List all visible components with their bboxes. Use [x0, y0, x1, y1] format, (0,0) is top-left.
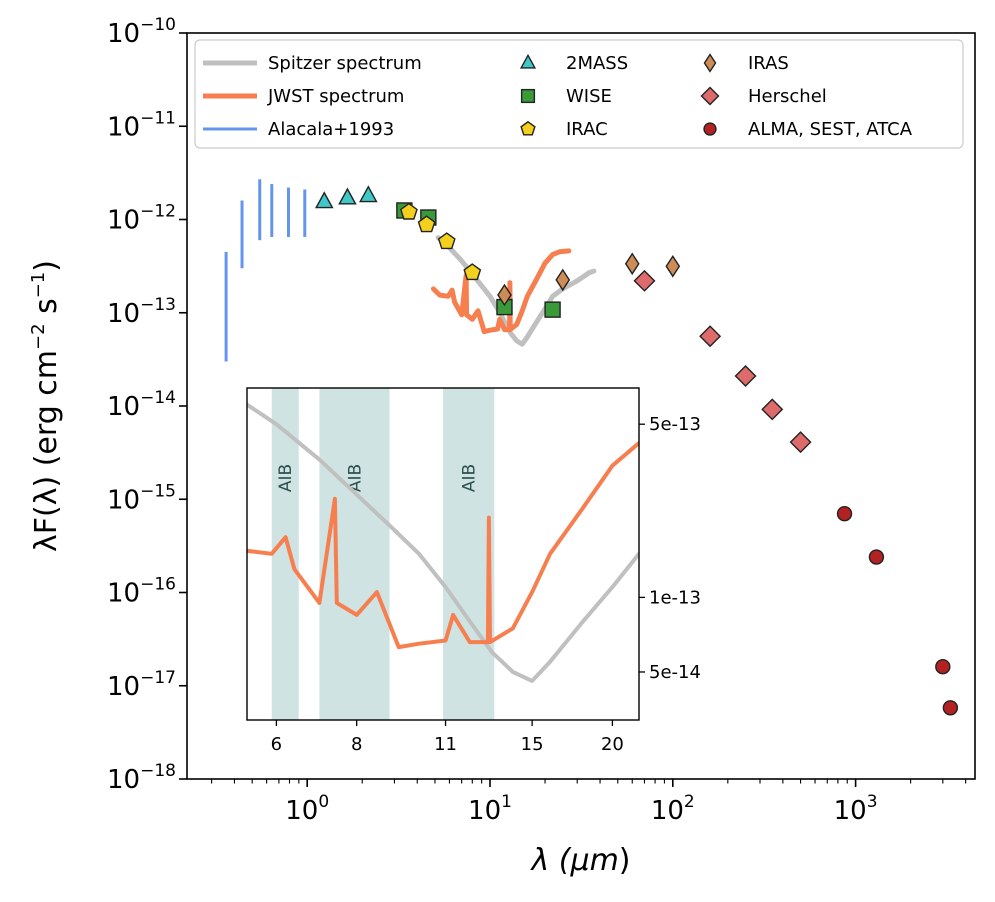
herschel-point — [761, 398, 784, 421]
y-tick-label: 10−11 — [107, 108, 176, 142]
alma-sest-atca-point — [942, 700, 959, 716]
x-tick-label: 103 — [834, 792, 878, 826]
y-tick-label: 10−17 — [107, 668, 176, 702]
inset-y-tick-label: 1e-13 — [649, 587, 701, 608]
y-tick-label: 10−18 — [107, 761, 176, 795]
2mass-point — [359, 185, 378, 203]
alma-sest-atca-point — [836, 505, 853, 522]
x-axis-label: λ (μm) — [529, 843, 630, 878]
inset-x-tick-label: 6 — [271, 734, 282, 755]
herschel-point — [789, 431, 812, 454]
main-series-layer — [224, 179, 959, 716]
2mass-point — [315, 191, 334, 209]
inset-tick-marks — [275, 423, 645, 726]
y-tick-label: 10−13 — [107, 295, 176, 329]
legend-label-2mass: 2MASS — [566, 53, 628, 74]
y-axis-label-suffix: ) — [29, 260, 64, 272]
wise-point — [544, 301, 561, 318]
x-axis-label-unit: μm — [569, 843, 618, 878]
y-tick-label: 10−16 — [107, 575, 176, 609]
x-tick-label: 100 — [285, 792, 329, 826]
legend-handle-irac — [520, 120, 536, 136]
herschel-point — [699, 325, 722, 348]
y-axis-label: λF(λ) (erg cm−2 s−1) — [28, 260, 64, 552]
legend-label-alma-sest-atca: ALMA, SEST, ATCA — [748, 119, 913, 140]
legend-entries: Spitzer spectrum JWST spectrum Alacala+199… — [203, 53, 913, 140]
legend-handle-herschel — [700, 86, 720, 106]
alma-sest-atca-point — [935, 659, 951, 675]
inset-background — [247, 388, 639, 720]
herschel-point — [734, 364, 757, 387]
legend-handle-wise — [520, 88, 536, 104]
main-plot-area: 100 101 102 103 10−10 10−11 10−12 10−13 10−14 10−… — [107, 15, 976, 826]
x-axis-label-prefix: λ ( — [529, 843, 571, 878]
irac-point — [437, 232, 456, 250]
inset-y-tick-label: 5e-14 — [649, 662, 701, 683]
irac-point — [399, 202, 418, 220]
inset-x-tick-label: 15 — [521, 734, 544, 755]
iras-point — [555, 268, 571, 292]
y-axis-label-exp1: −2 — [28, 323, 49, 350]
legend-label-wise: WISE — [566, 86, 612, 107]
iras-point — [624, 252, 640, 276]
inset-axes-frame — [246, 387, 640, 721]
inset-jwst-spectrum-line — [247, 440, 639, 650]
x-tick-label: 102 — [651, 792, 695, 826]
iras-point — [665, 254, 681, 278]
inset-x-tick-label: 20 — [601, 734, 624, 755]
legend-handle-iras — [703, 53, 717, 73]
jwst-spectrum-line — [430, 248, 572, 334]
aib-band-label: AIB — [345, 464, 365, 492]
inset-aib-bands: AIB AIB AIB — [271, 388, 495, 720]
y-axis-label-prefix: λF(λ) (erg cm — [29, 350, 64, 552]
inset-tick-labels: 6 8 11 15 20 5e-13 1e-13 5e-14 — [271, 414, 701, 755]
y-tick-label: 10−12 — [107, 202, 176, 236]
legend-label-alacala-1993: Alacala+1993 — [268, 119, 394, 140]
y-tick-label: 10−10 — [107, 15, 176, 49]
x-axis-label-suffix: ) — [619, 843, 631, 878]
y-tick-label: 10−14 — [107, 388, 176, 422]
legend: Spitzer spectrum JWST spectrum Alacala+199… — [194, 39, 964, 149]
aib-band-label: AIB — [276, 464, 296, 492]
main-tick-labels: 100 101 102 103 10−10 10−11 10−12 10−13 10−14 10−… — [107, 15, 878, 826]
legend-label-jwst-spectrum: JWST spectrum — [267, 86, 404, 107]
inset-x-tick-label: 11 — [434, 734, 457, 755]
legend-label-irac: IRAC — [566, 119, 608, 140]
legend-label-iras: IRAS — [748, 53, 789, 74]
herschel-point — [633, 269, 656, 292]
aib-band — [443, 388, 495, 720]
inset-series-layer — [247, 402, 639, 683]
irac-point — [417, 215, 436, 233]
inset-x-tick-label: 8 — [351, 734, 362, 755]
inset-y-tick-label: 5e-13 — [649, 414, 701, 435]
y-tick-label: 10−15 — [107, 481, 176, 515]
inset-spitzer-spectrum-line — [247, 402, 639, 683]
legend-handle-2mass — [519, 53, 537, 69]
aib-band — [319, 388, 390, 720]
legend-handle-alma-sest-atca — [703, 122, 717, 136]
aib-band-label: AIB — [460, 464, 480, 492]
legend-label-spitzer-spectrum: Spitzer spectrum — [268, 53, 422, 74]
aib-band — [271, 388, 299, 720]
main-tick-marks — [179, 32, 967, 787]
iras-point — [497, 283, 512, 307]
y-axis-label-exp2: −1 — [28, 272, 49, 299]
y-axis-label-mid: s — [29, 298, 64, 323]
2mass-point — [338, 187, 357, 205]
x-tick-label: 101 — [468, 792, 512, 826]
legend-box — [194, 39, 964, 149]
alma-sest-atca-point — [868, 549, 885, 565]
inset-plot: AIB AIB AIB 6 8 11 15 20 5e-13 1e-13 5e-14 — [246, 387, 701, 755]
irac-point — [463, 263, 482, 281]
legend-label-herschel: Herschel — [748, 86, 827, 107]
